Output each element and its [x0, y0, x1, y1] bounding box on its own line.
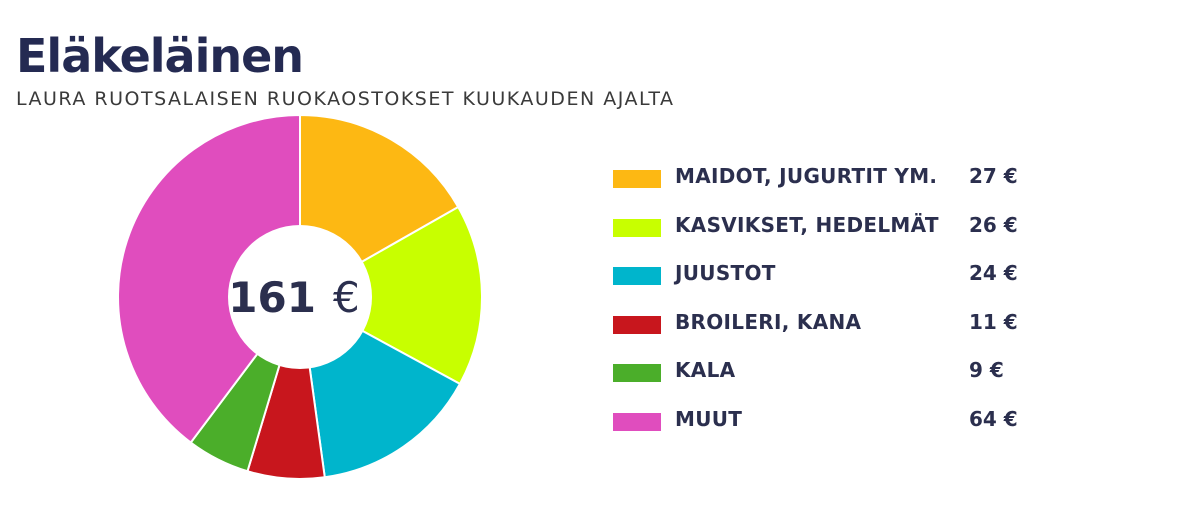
- donut-chart: 161 €: [117, 113, 483, 480]
- legend-item: BROILERI, KANA 11 €: [613, 302, 1093, 351]
- chart-subtitle: LAURA RUOTSALAISEN RUOKAOSTOKSET KUUKAUD…: [16, 88, 675, 110]
- chart-legend: MAIDOT, JUGURTIT YM. 27 € KASVIKSET, HEDEL…: [613, 156, 1093, 447]
- donut-center-hole: [228, 225, 372, 369]
- donut-slice-5: [117, 113, 301, 444]
- legend-value: 24 €: [969, 261, 1018, 285]
- legend-swatch: [613, 170, 661, 188]
- legend-value: 11 €: [969, 309, 1018, 334]
- legend-swatch: [613, 315, 661, 334]
- donut-slice-1: [297, 205, 483, 386]
- center-total-value: 161: [228, 273, 316, 322]
- legend-swatch: [613, 267, 661, 285]
- legend-value: 9 €: [969, 358, 1004, 382]
- chart-title: Eläkeläinen: [16, 29, 304, 83]
- legend-item: KASVIKSET, HEDELMÄT 26 €: [613, 205, 1093, 254]
- legend-item: JUUSTOT 24 €: [613, 253, 1093, 302]
- legend-label: BROILERI, KANA: [675, 309, 862, 334]
- legend-label: MUUT: [675, 406, 743, 431]
- donut-slices: [117, 113, 483, 480]
- legend-value: 27 €: [969, 164, 1018, 188]
- legend-item: MUUT 64 €: [613, 399, 1093, 448]
- legend-item: KALA 9 €: [613, 350, 1093, 399]
- legend-value: 64 €: [969, 406, 1018, 431]
- center-total-label: 161 €: [228, 273, 360, 322]
- legend-label: KALA: [675, 358, 736, 382]
- center-total-unit: €: [333, 273, 360, 322]
- legend-swatch: [613, 412, 661, 431]
- legend-swatch: [613, 218, 661, 237]
- legend-label: KASVIKSET, HEDELMÄT: [675, 212, 939, 237]
- legend-label: MAIDOT, JUGURTIT YM.: [675, 164, 938, 188]
- legend-value: 26 €: [969, 212, 1018, 237]
- legend-item: MAIDOT, JUGURTIT YM. 27 €: [613, 156, 1093, 205]
- legend-swatch: [613, 364, 661, 382]
- legend-label: JUUSTOT: [675, 261, 776, 285]
